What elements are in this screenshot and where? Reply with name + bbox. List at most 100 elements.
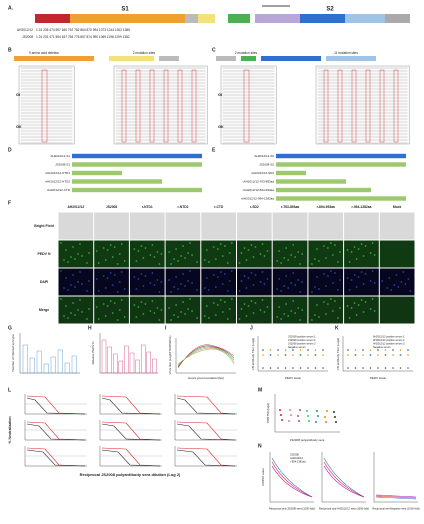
- cell: [116, 319, 119, 321]
- cell: [261, 299, 264, 301]
- cell: [160, 253, 163, 255]
- alignment-box: [220, 65, 277, 145]
- bar: [43, 363, 49, 374]
- label: r-CTD: [214, 205, 224, 209]
- point: [407, 354, 409, 356]
- point: [335, 421, 337, 423]
- cell: [252, 256, 255, 258]
- micrograph: [272, 212, 308, 240]
- panel-label: B: [8, 47, 12, 53]
- cell: [278, 278, 281, 280]
- cell: [223, 245, 226, 247]
- cell: [238, 262, 241, 264]
- label: Reciprocal anti-Negative sera (1000-fold…: [372, 507, 419, 511]
- cell: [95, 250, 98, 252]
- cell: [97, 318, 100, 320]
- micrograph: [165, 268, 201, 296]
- point: [315, 421, 317, 423]
- cell: [395, 274, 398, 276]
- label: AH2012/12 positive serum 3: [373, 343, 405, 346]
- point: [284, 367, 287, 369]
- cell: [160, 281, 163, 283]
- cell: [339, 279, 341, 281]
- cell: [65, 277, 67, 279]
- domain: [185, 14, 198, 23]
- cell: [207, 317, 210, 319]
- cell: [285, 247, 288, 249]
- cell: [70, 256, 72, 258]
- point: [280, 414, 282, 416]
- curve: [271, 461, 313, 498]
- label: rAH2012/12-NTD2: [45, 179, 70, 183]
- cell: [330, 270, 332, 272]
- cell: [290, 254, 293, 256]
- mutation-box: [323, 69, 329, 143]
- cell: [118, 281, 121, 283]
- bar: [50, 356, 56, 374]
- cell: [325, 313, 327, 315]
- cell: [346, 277, 349, 279]
- cell: [140, 245, 143, 247]
- micrograph: [379, 296, 415, 324]
- point: [314, 367, 317, 369]
- panel-label: N: [258, 443, 262, 449]
- curve: [101, 423, 161, 441]
- label: JS2008-S2: [259, 162, 274, 166]
- label: 2 mutation sites: [235, 51, 258, 55]
- cell: [77, 309, 79, 311]
- cell: [371, 298, 374, 300]
- cell: [212, 246, 215, 248]
- cell: [294, 284, 297, 286]
- micrograph: [344, 212, 379, 240]
- cell: [116, 263, 119, 265]
- label: S2: [326, 7, 334, 13]
- construct-bar: [276, 170, 306, 176]
- cell: [191, 254, 194, 256]
- point: [277, 349, 279, 351]
- cell: [228, 252, 231, 254]
- cell: [339, 307, 341, 309]
- cell: [353, 246, 356, 248]
- cell: [120, 243, 123, 245]
- label: GI: [16, 92, 20, 97]
- point: [354, 367, 357, 369]
- cell: [283, 313, 286, 315]
- cell: [104, 315, 107, 317]
- panel-label: A.: [8, 5, 14, 11]
- point: [369, 367, 372, 369]
- cell: [81, 255, 83, 257]
- cell: [214, 286, 217, 288]
- point: [354, 354, 357, 356]
- cell: [191, 282, 194, 284]
- cell: [393, 284, 396, 286]
- region-bar: [241, 56, 256, 61]
- cell: [205, 249, 208, 251]
- cell: [177, 316, 180, 318]
- cell: [252, 284, 255, 286]
- cell: [357, 304, 360, 306]
- alignment-box: [315, 65, 410, 145]
- cell: [261, 271, 264, 273]
- cell: [189, 298, 192, 300]
- cell: [118, 309, 121, 311]
- curve: [101, 447, 161, 467]
- label: PRNT50 (log2): [266, 403, 270, 423]
- cell: [245, 287, 248, 289]
- curve: [176, 397, 236, 415]
- point: [284, 349, 287, 351]
- point: [384, 354, 387, 356]
- cell: [360, 299, 363, 301]
- cell: [137, 306, 140, 308]
- cell: [330, 242, 332, 244]
- cell: [175, 248, 178, 250]
- point: [298, 420, 300, 422]
- cell: [373, 310, 376, 312]
- cell: [323, 301, 325, 303]
- cell: [362, 283, 365, 285]
- cell: [149, 310, 152, 312]
- micrograph: [129, 240, 165, 268]
- panel-label: G: [8, 325, 12, 331]
- cell: [299, 291, 302, 293]
- cell: [151, 272, 154, 274]
- point: [322, 354, 324, 356]
